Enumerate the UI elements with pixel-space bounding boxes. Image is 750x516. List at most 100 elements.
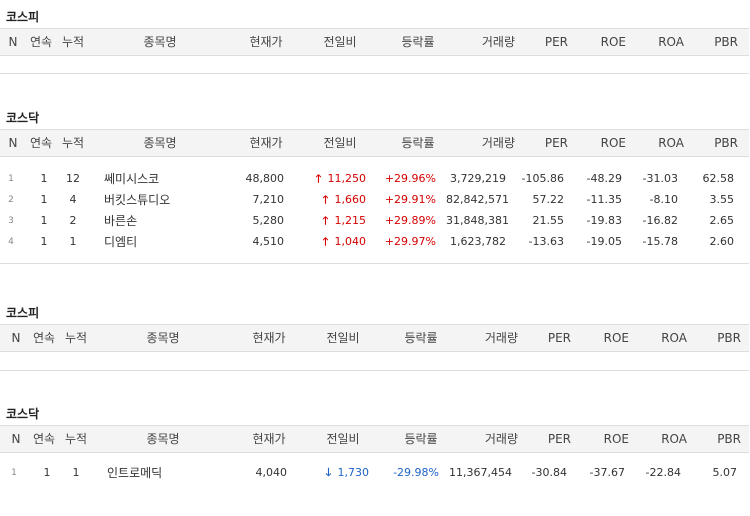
cell-rate: +29.97% <box>384 235 436 248</box>
table-row[interactable]: 4 1 1 디엠티 4,510 🡑 1,040 +29.97% 1,623,782 -13.63 -… <box>0 231 749 253</box>
cell-rate: +29.91% <box>384 193 436 206</box>
price-change: 🡑 1,660 <box>300 189 366 211</box>
cell-per: 57.22 <box>532 193 565 206</box>
column-header[interactable]: 현재가 <box>252 432 286 446</box>
column-header[interactable]: 누적 <box>61 136 85 150</box>
column-header[interactable]: 누적 <box>64 331 88 345</box>
column-header[interactable]: 현재가 <box>252 331 286 345</box>
stock-name-link[interactable]: 인트로메딕 <box>107 466 163 480</box>
cell-roa: -16.82 <box>642 214 678 227</box>
table-header: N 연속 누적 종목명 현재가 전일비 등락률 거래량 PER ROE ROA PBR <box>0 324 749 352</box>
section-title: 코스닥 <box>6 111 40 125</box>
column-header[interactable]: 연속 <box>29 136 53 150</box>
column-header[interactable]: 등락률 <box>401 136 435 150</box>
column-header[interactable]: N <box>11 432 21 446</box>
column-header[interactable]: 현재가 <box>249 136 283 150</box>
cell-rate: -29.98% <box>393 466 439 479</box>
column-header[interactable]: ROE <box>603 432 629 446</box>
column-header[interactable]: ROA <box>661 331 687 345</box>
cell-roe: -19.05 <box>586 235 622 248</box>
column-header[interactable]: ROE <box>600 35 626 49</box>
section-title: 코스닥 <box>6 407 40 421</box>
column-header[interactable]: ROA <box>658 136 684 150</box>
column-header[interactable]: PBR <box>714 35 738 49</box>
column-header[interactable]: PER <box>547 432 571 446</box>
price-change: 🡑 1,215 <box>300 210 366 232</box>
table-row[interactable]: 3 1 2 바른손 5,280 🡑 1,215 +29.89% 31,848,381 21.55 -… <box>0 210 749 232</box>
cell-cum: 2 <box>69 214 77 227</box>
column-header[interactable]: 누적 <box>64 432 88 446</box>
column-header[interactable]: ROE <box>603 331 629 345</box>
stock-name-link[interactable]: 바른손 <box>104 214 138 228</box>
column-header[interactable]: ROA <box>658 35 684 49</box>
column-header[interactable]: 거래량 <box>484 432 518 446</box>
column-header[interactable]: 등락률 <box>404 432 438 446</box>
stock-name-link[interactable]: 버킷스튜디오 <box>104 193 171 207</box>
column-header[interactable]: 거래량 <box>484 331 518 345</box>
cell-streak: 1 <box>40 193 48 206</box>
cell-volume: 82,842,571 <box>446 193 509 206</box>
column-header[interactable]: 종목명 <box>146 331 180 345</box>
column-header[interactable]: PER <box>544 136 568 150</box>
column-header[interactable]: 누적 <box>61 35 85 49</box>
column-header[interactable]: ROA <box>661 432 687 446</box>
table-row[interactable]: 1 1 1 인트로메딕 4,040 🡓 1,730 -29.98% 11,367,454 -30.… <box>0 462 749 484</box>
column-header[interactable]: 전일비 <box>326 331 360 345</box>
price-change: 🡓 1,730 <box>303 462 369 484</box>
column-header[interactable]: 전일비 <box>323 136 357 150</box>
column-header[interactable]: 연속 <box>32 331 56 345</box>
column-header[interactable]: ROE <box>600 136 626 150</box>
column-header[interactable]: 연속 <box>32 432 56 446</box>
column-header[interactable]: PER <box>544 35 568 49</box>
cell-n: 3 <box>8 216 14 226</box>
cell-pbr: 62.58 <box>702 172 735 185</box>
column-header[interactable]: 등락률 <box>401 35 435 49</box>
cell-pbr: 2.60 <box>709 235 735 248</box>
stock-name-link[interactable]: 쎄미시스코 <box>104 172 160 186</box>
change-value: 1,730 <box>337 466 370 479</box>
column-header[interactable]: N <box>8 35 18 49</box>
table-header: N 연속 누적 종목명 현재가 전일비 등락률 거래량 PER ROE ROA PBR <box>0 425 749 453</box>
cell-roe: -19.83 <box>586 214 622 227</box>
cell-cum: 12 <box>66 172 80 185</box>
change-value: 1,040 <box>334 235 367 248</box>
table-row[interactable]: 1 1 12 쎄미시스코 48,800 🡑 11,250 +29.96% 3,729,219 -1… <box>0 168 749 190</box>
cell-rate: +29.89% <box>384 214 436 227</box>
cell-volume: 3,729,219 <box>450 172 506 185</box>
column-header[interactable]: PBR <box>717 331 741 345</box>
column-header[interactable]: N <box>11 331 21 345</box>
section-divider <box>0 73 749 74</box>
column-header[interactable]: 현재가 <box>249 35 283 49</box>
section-divider <box>0 370 749 371</box>
cell-n: 4 <box>8 237 14 247</box>
section-title: 코스피 <box>6 10 40 24</box>
column-header[interactable]: 거래량 <box>481 136 515 150</box>
table-row[interactable]: 2 1 4 버킷스튜디오 7,210 🡑 1,660 +29.91% 82,842,571 57.… <box>0 189 749 211</box>
cell-pbr: 2.65 <box>709 214 735 227</box>
column-header[interactable]: 전일비 <box>326 432 360 446</box>
column-header[interactable]: 종목명 <box>143 35 177 49</box>
change-value: 1,660 <box>334 193 367 206</box>
cell-cum: 1 <box>69 235 77 248</box>
column-header[interactable]: 등락률 <box>404 331 438 345</box>
column-header[interactable]: N <box>8 136 18 150</box>
cell-volume: 11,367,454 <box>449 466 512 479</box>
column-header[interactable]: 연속 <box>29 35 53 49</box>
section-title: 코스피 <box>6 306 40 320</box>
cell-roa: -22.84 <box>645 466 681 479</box>
cell-pbr: 5.07 <box>712 466 738 479</box>
column-header[interactable]: PBR <box>717 432 741 446</box>
price-change: 🡑 11,250 <box>300 168 366 190</box>
cell-roe: -37.67 <box>589 466 625 479</box>
column-header[interactable]: 종목명 <box>143 136 177 150</box>
stock-name-link[interactable]: 디엠티 <box>104 235 138 249</box>
cell-rate: +29.96% <box>384 172 436 185</box>
column-header[interactable]: PER <box>547 331 571 345</box>
column-header[interactable]: 종목명 <box>146 432 180 446</box>
column-header[interactable]: 거래량 <box>481 35 515 49</box>
cell-streak: 1 <box>40 214 48 227</box>
cell-per: 21.55 <box>532 214 565 227</box>
column-header[interactable]: 전일비 <box>323 35 357 49</box>
cell-price: 7,210 <box>252 193 285 206</box>
column-header[interactable]: PBR <box>714 136 738 150</box>
